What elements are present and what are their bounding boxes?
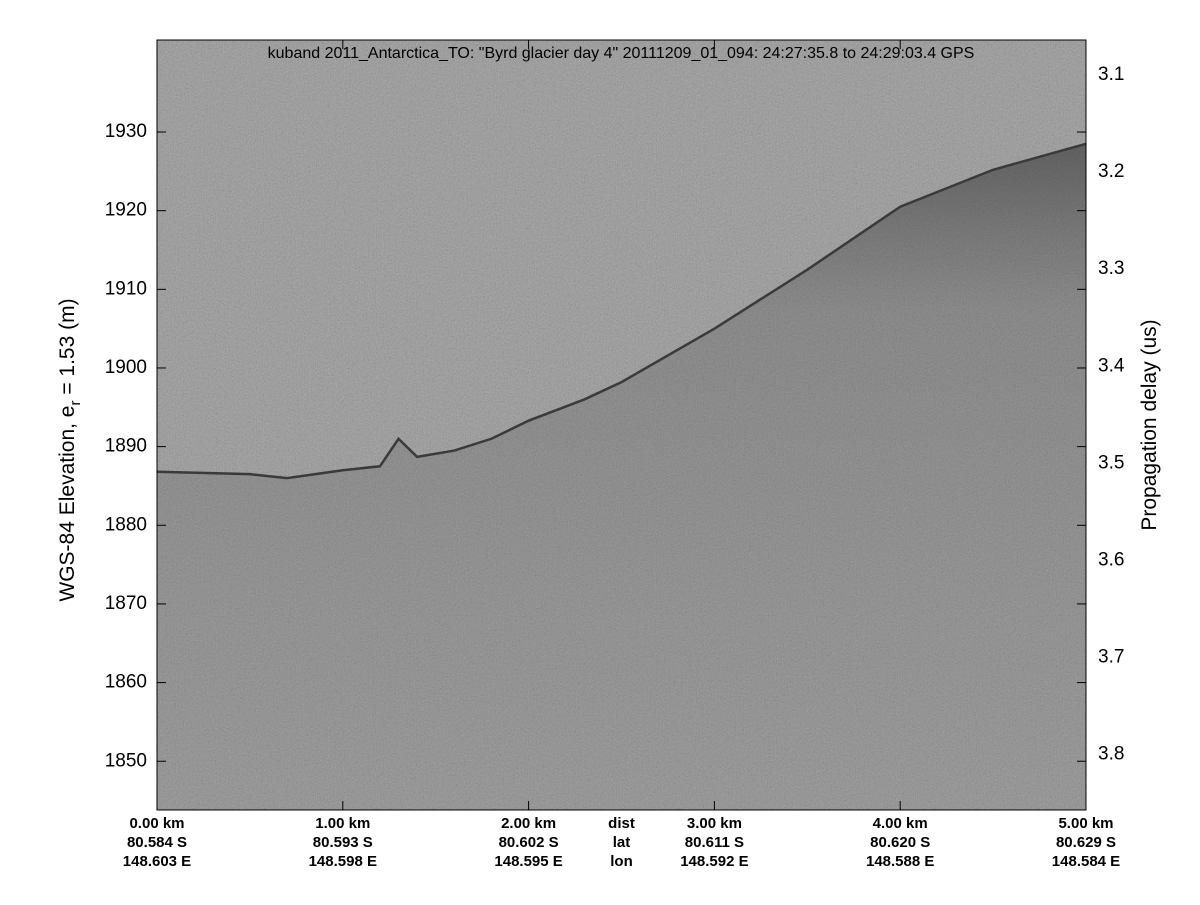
x-tick-label: 3.00 km <box>687 815 742 832</box>
y2-tick-label: 3.7 <box>1098 647 1124 668</box>
y-tick-label: 1870 <box>105 593 147 614</box>
y2-tick-label: 3.2 <box>1098 161 1124 182</box>
y-tick-label: 1930 <box>105 121 147 142</box>
x-tick-lon: 148.603 E <box>123 853 191 870</box>
plot-frame <box>156 39 1087 811</box>
x-tick-lat: 80.602 S <box>499 834 559 851</box>
x-tick-lat: 80.593 S <box>313 834 373 851</box>
x-tick-lat: 80.620 S <box>870 834 930 851</box>
y2-tick-label: 3.3 <box>1098 258 1124 279</box>
y-axis-label: WGS-84 Elevation, er = 1.53 (m) <box>56 298 84 601</box>
chart-title: kuband 2011_Antarctica_TO: "Byrd glacier… <box>268 45 975 62</box>
x-tick-lon: 148.584 E <box>1052 853 1120 870</box>
plot-area <box>157 142 1086 810</box>
surface-line <box>157 142 1086 480</box>
x-tick-label: 5.00 km <box>1058 815 1113 832</box>
x-tick-lon: 148.588 E <box>866 853 934 870</box>
y2-tick-label: 3.6 <box>1098 549 1124 570</box>
y-label-sub: r <box>67 401 84 406</box>
y-tick-label: 1860 <box>105 672 147 693</box>
y-tick-label: 1890 <box>105 436 147 457</box>
y-tick-label: 1910 <box>105 278 147 299</box>
subsurface-area <box>157 143 1086 810</box>
x-tick-lon: 148.598 E <box>309 853 377 870</box>
row-label: lon <box>610 853 633 870</box>
y-tick-label: 1920 <box>105 200 147 221</box>
row-label: dist <box>608 815 635 832</box>
y2-tick-label: 3.4 <box>1098 355 1125 376</box>
y2-tick-label: 3.5 <box>1098 452 1124 473</box>
row-label: lat <box>613 834 631 851</box>
y-label-rest: = 1.53 (m) <box>56 298 79 400</box>
x-tick-lon: 148.595 E <box>494 853 562 870</box>
y2-axis-label: Propagation delay (us) <box>1138 319 1161 530</box>
x-tick-lon: 148.592 E <box>680 853 748 870</box>
y2-tick-label: 3.1 <box>1098 64 1124 85</box>
x-tick-label: 4.00 km <box>873 815 928 832</box>
x-tick-label: 1.00 km <box>315 815 370 832</box>
y-tick-label: 1880 <box>105 514 147 535</box>
y-tick-label: 1850 <box>105 750 147 771</box>
x-tick-label: 0.00 km <box>129 815 184 832</box>
y-label-main: WGS-84 Elevation, e <box>56 406 79 602</box>
y2-tick-label: 3.8 <box>1098 744 1124 765</box>
x-tick-label: 2.00 km <box>501 815 556 832</box>
y-tick-label: 1900 <box>105 357 147 378</box>
x-tick-lat: 80.584 S <box>127 834 187 851</box>
x-tick-lat: 80.629 S <box>1056 834 1116 851</box>
x-tick-lat: 80.611 S <box>685 834 744 851</box>
